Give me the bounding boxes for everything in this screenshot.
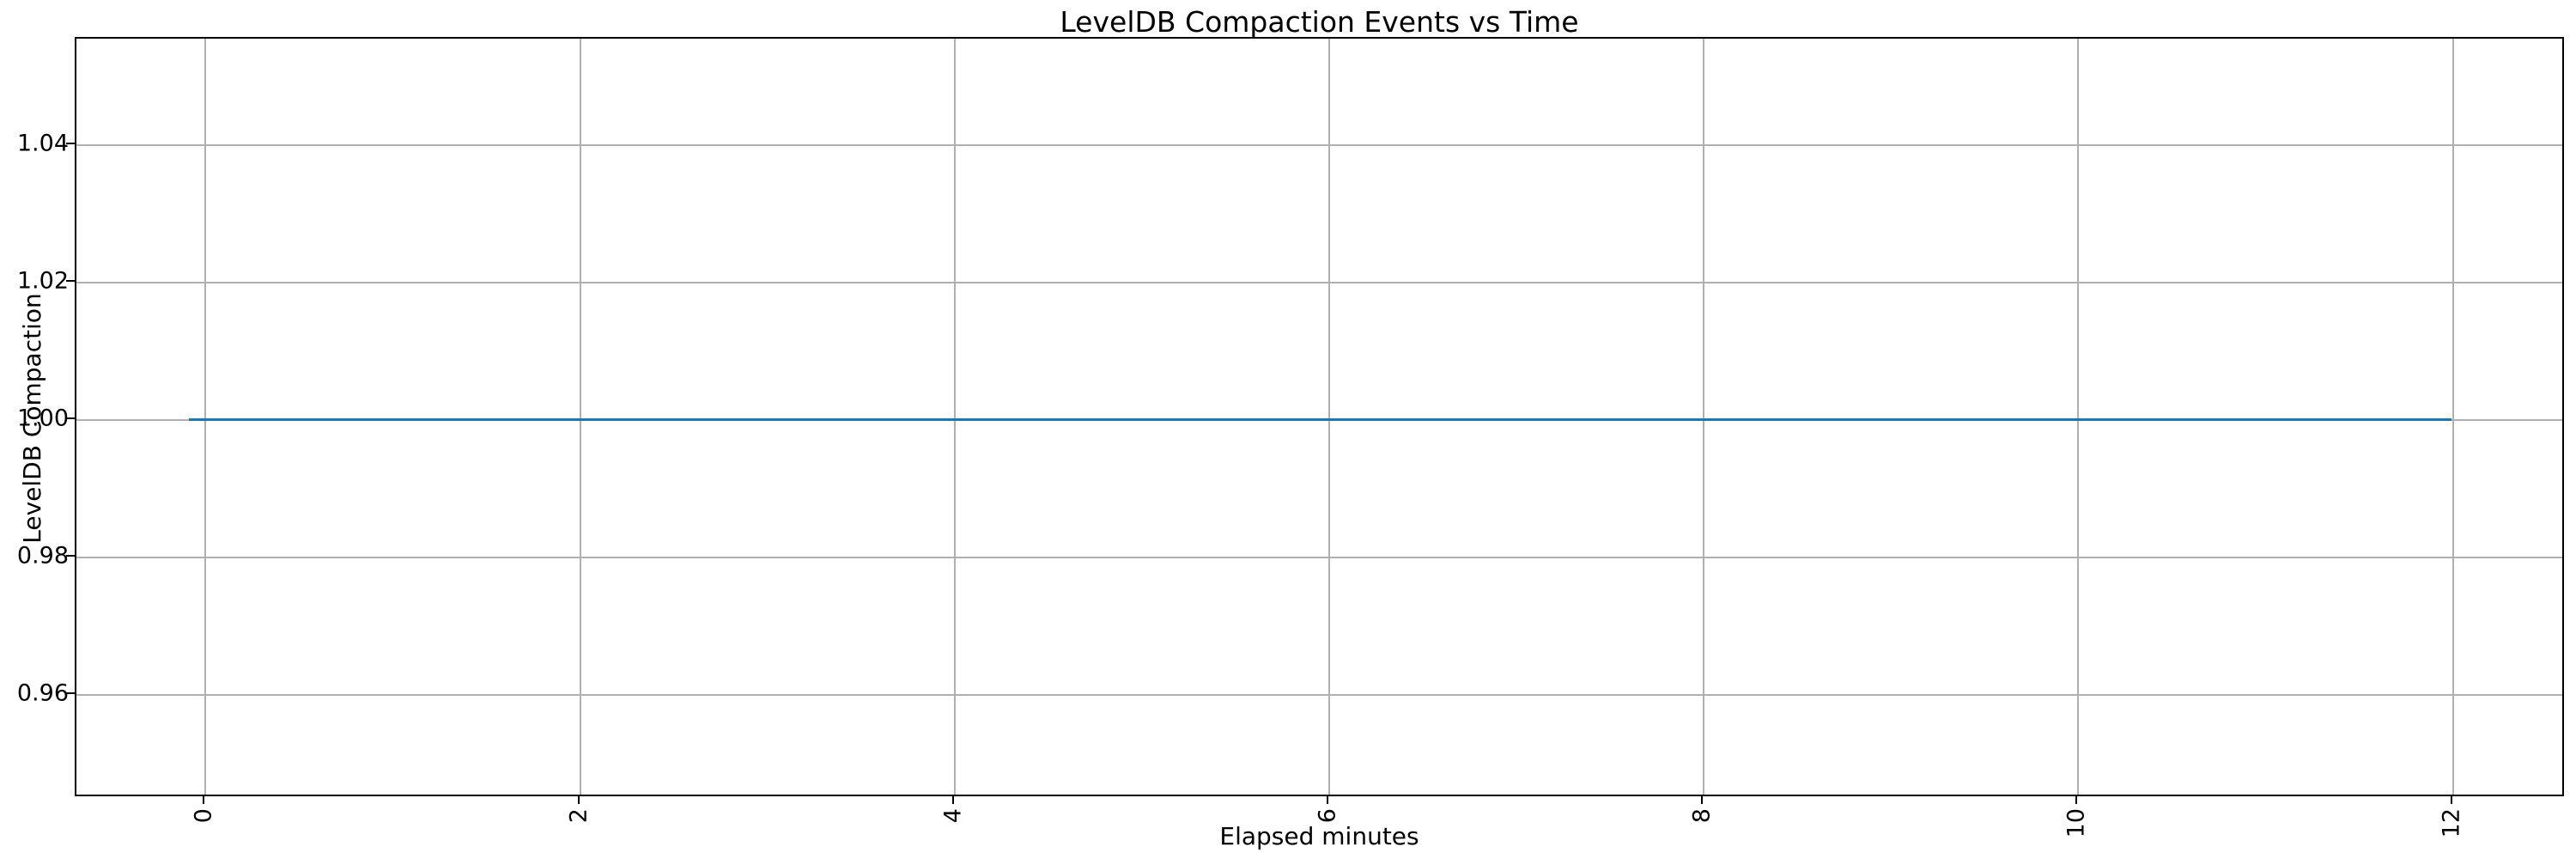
- x-tick-mark-12: [2451, 796, 2452, 804]
- x-tick-mark-0: [203, 796, 204, 804]
- x-gridline-2: [580, 39, 581, 795]
- x-gridline-0: [204, 39, 206, 795]
- y-gridline-1-02: [76, 282, 2562, 283]
- x-tick-mark-6: [1327, 796, 1328, 804]
- y-tick-mark-0-96: [66, 692, 75, 694]
- y-gridline-0-98: [76, 557, 2562, 558]
- y-tick-label-1-00: 1.00: [16, 405, 69, 432]
- x-gridline-8: [1703, 39, 1704, 795]
- y-gridline-0-96: [76, 694, 2562, 696]
- y-gridline-1-04: [76, 144, 2562, 146]
- x-gridline-6: [1328, 39, 1330, 795]
- x-tick-mark-10: [2075, 796, 2077, 804]
- y-tick-label-1-02: 1.02: [16, 267, 69, 295]
- series-line-leveldb-compaction: [189, 418, 2451, 421]
- chart-title: LevelDB Compaction Events vs Time: [1060, 5, 1579, 39]
- x-gridline-4: [954, 39, 956, 795]
- x-gridline-10: [2077, 39, 2079, 795]
- x-tick-mark-4: [952, 796, 954, 804]
- x-axis-label: Elapsed minutes: [1219, 822, 1419, 850]
- y-tick-mark-1-02: [66, 280, 75, 282]
- y-tick-label-0-96: 0.96: [16, 679, 69, 707]
- plot-area: [75, 37, 2564, 796]
- y-tick-mark-1-04: [66, 143, 75, 144]
- y-tick-mark-1-00: [66, 417, 75, 419]
- x-tick-mark-8: [1701, 796, 1703, 804]
- x-gridline-12: [2452, 39, 2454, 795]
- y-tick-label-0-98: 0.98: [16, 542, 69, 570]
- x-tick-mark-2: [578, 796, 580, 804]
- y-tick-label-1-04: 1.04: [16, 130, 69, 157]
- y-tick-mark-0-98: [66, 555, 75, 557]
